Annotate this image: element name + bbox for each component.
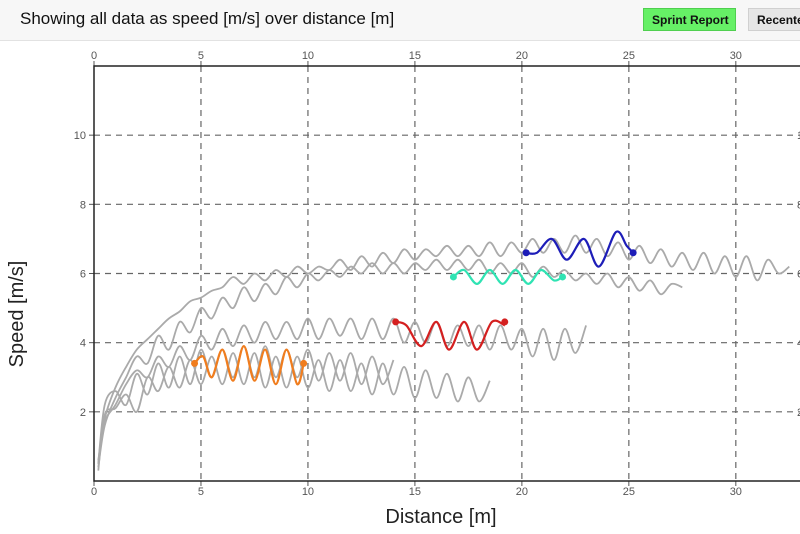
top-bar: Showing all data as speed [m/s] over dis… (0, 0, 800, 41)
orange-segment-line-5 (193, 345, 305, 386)
teal-segment-marker (559, 273, 567, 281)
recenter-button[interactable]: Recente (748, 8, 800, 31)
x-tick-label-top: 30 (730, 50, 742, 62)
gray-run-line-2 (97, 317, 587, 461)
chart-grid (89, 61, 800, 486)
x-tick-label-top: 15 (409, 50, 421, 62)
speed-distance-chart[interactable]: 0 0 5 5 10 10 15 15 20 20 25 25 30 30 2 2 4 4 6 6 8 8 10 10 Dis… (0, 41, 800, 534)
y-tick-label-right: 10 (797, 130, 800, 142)
gray-run-line-3 (97, 352, 491, 471)
blue-segment-marker (629, 249, 637, 257)
y-tick-label: 6 (80, 269, 86, 281)
y-tick-label-right: 4 (797, 338, 800, 350)
x-tick-label: 5 (198, 486, 204, 498)
gray-runs (97, 234, 790, 471)
y-tick-label: 4 (80, 338, 86, 350)
x-tick-label: 10 (302, 486, 314, 498)
red-segment-marker (501, 318, 509, 326)
red-segment-line-6 (395, 319, 506, 351)
segment-markers (191, 249, 637, 367)
blue-segment-marker (522, 249, 530, 257)
blue-segment-line-8 (526, 230, 634, 268)
y-tick-label-right: 2 (797, 407, 800, 419)
tick-labels: 0 0 5 5 10 10 15 15 20 20 25 25 30 30 2 2 4 4 6 6 8 8 10 10 (74, 50, 800, 498)
x-tick-label-top: 10 (302, 50, 314, 62)
teal-segment-marker (449, 273, 457, 281)
x-axis-title: Distance [m] (385, 506, 496, 528)
x-tick-label: 0 (91, 486, 97, 498)
plot-frame (93, 65, 800, 482)
x-tick-label-top: 20 (516, 50, 528, 62)
x-tick-label: 30 (730, 486, 742, 498)
highlighted-runs (193, 230, 634, 386)
y-tick-label: 10 (74, 130, 86, 142)
sprint-report-button[interactable]: Sprint Report (643, 8, 736, 31)
gray-run-line-1 (97, 258, 683, 468)
x-tick-label-top: 5 (198, 50, 204, 62)
y-tick-label: 8 (80, 199, 86, 211)
x-tick-label-top: 25 (623, 50, 635, 62)
orange-segment-marker (300, 359, 308, 367)
x-tick-label: 25 (623, 486, 635, 498)
y-tick-label: 2 (80, 407, 86, 419)
page-title: Showing all data as speed [m/s] over dis… (20, 9, 395, 28)
y-tick-label-right: 8 (797, 199, 800, 211)
x-tick-label: 20 (516, 486, 528, 498)
red-segment-marker (392, 318, 400, 326)
x-tick-label: 15 (409, 486, 421, 498)
teal-segment-line-7 (452, 268, 564, 285)
orange-segment-marker (191, 359, 199, 367)
y-axis-title: Speed [m/s] (6, 261, 28, 368)
plot-border (93, 65, 800, 482)
x-tick-label-top: 0 (91, 50, 97, 62)
y-tick-label-right: 6 (797, 269, 800, 281)
gray-run-line-4 (97, 345, 395, 464)
gray-run-line-0 (97, 234, 790, 464)
